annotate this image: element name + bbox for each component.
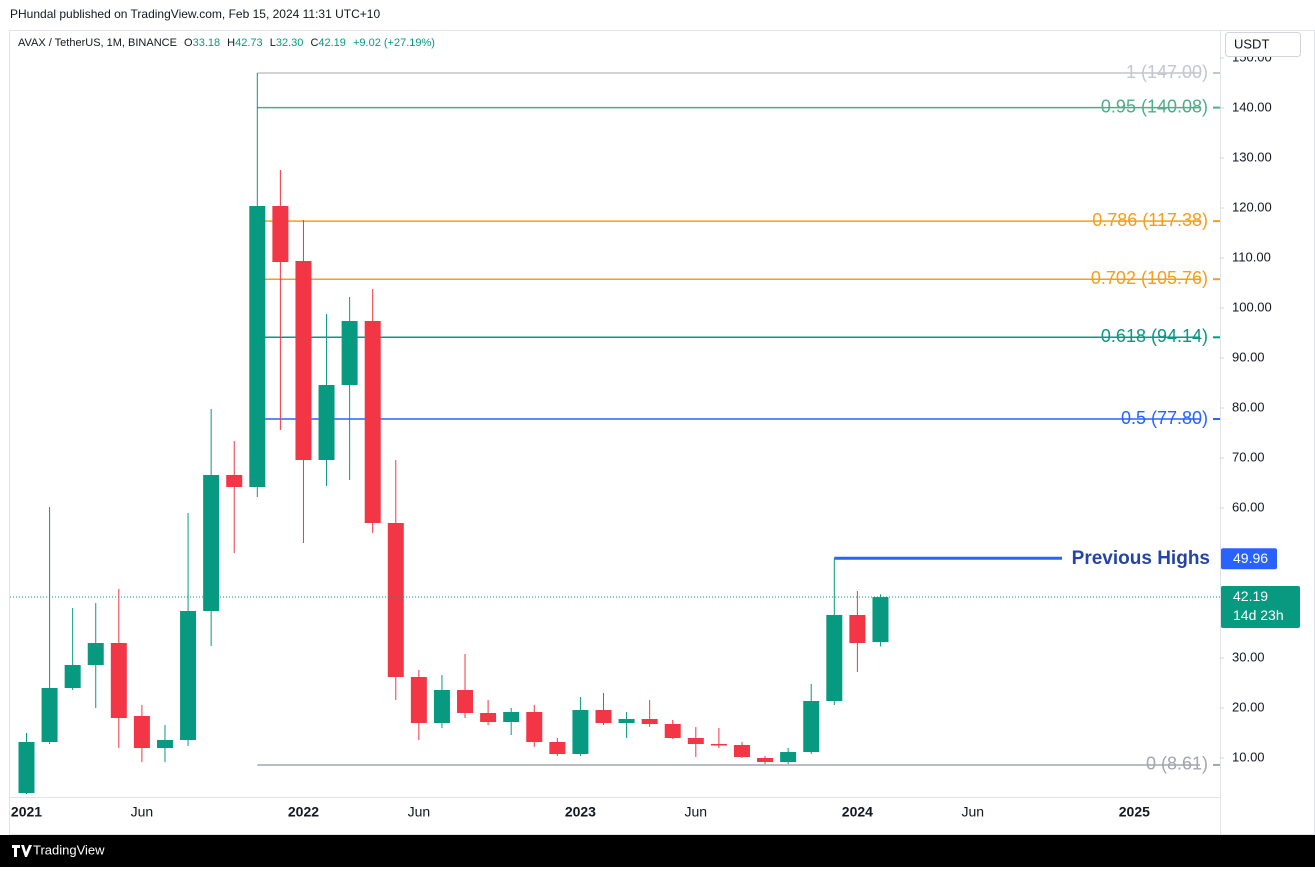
logo	[12, 845, 32, 857]
x-tick-label: 2021	[11, 804, 42, 820]
x-tick-label: Jun	[961, 804, 984, 820]
candle-body	[757, 758, 774, 762]
fib-label: 0.702 (105.76)	[1091, 268, 1208, 288]
previous-highs-text: Previous Highs	[1072, 548, 1210, 569]
candle-body	[18, 742, 35, 793]
y-tick-label: 120.00	[1232, 199, 1272, 214]
y-tick-label: 70.00	[1232, 449, 1265, 464]
candle-body	[480, 713, 497, 722]
y-tick-label: 80.00	[1232, 399, 1265, 414]
candle-body	[318, 385, 335, 460]
candle-body	[641, 719, 658, 724]
candle-body	[664, 724, 681, 738]
x-tick-label: 2025	[1119, 804, 1150, 820]
field: O	[184, 37, 193, 49]
candle-body	[457, 690, 474, 713]
field-value: 33.18	[193, 37, 221, 49]
x-tick-label: 2022	[288, 804, 319, 820]
candle-body	[710, 744, 727, 746]
publisher-line: PHundal published on TradingView.com, Fe…	[10, 7, 380, 21]
candle-body	[572, 710, 589, 754]
currency-button[interactable]	[1225, 32, 1301, 57]
previous-highs-price-box	[1221, 548, 1277, 570]
candle-body	[203, 475, 220, 611]
candle-body	[295, 261, 312, 460]
fib-label: 0.618 (94.14)	[1101, 326, 1208, 346]
candle-body	[733, 745, 750, 757]
currency: USDT	[1234, 36, 1269, 51]
footer-bar	[0, 835, 1315, 867]
candle-body	[433, 690, 450, 723]
candle-body	[364, 321, 381, 523]
current-price-label: 42.19	[1233, 588, 1268, 604]
candle-body	[87, 643, 104, 665]
candle-body	[387, 523, 404, 677]
y-tick-label: 20.00	[1232, 699, 1265, 714]
candle-body	[180, 611, 197, 740]
candle-body	[826, 615, 843, 701]
candle-body	[110, 643, 127, 718]
candle-body	[618, 719, 635, 723]
fib-label: 0.5 (77.80)	[1121, 408, 1208, 428]
candle-body	[249, 206, 266, 487]
candle-body	[156, 740, 173, 748]
field-value: 42.19	[318, 37, 346, 49]
candle-body	[595, 710, 612, 723]
candle-body	[64, 665, 81, 688]
fib-label: 0 (8.61)	[1146, 754, 1208, 774]
candle-body	[272, 206, 289, 262]
candle-body	[872, 597, 889, 643]
plot: 10.0020.0030.0040.0050.0060.0070.0080.00…	[10, 49, 1300, 820]
previous-highs-price: 49.96	[1233, 550, 1268, 566]
candle-body	[803, 701, 820, 752]
y-tick-label: 10.00	[1232, 749, 1265, 764]
candle-body	[133, 716, 150, 748]
candle-body	[687, 738, 704, 744]
y-tick-label: 100.00	[1232, 299, 1272, 314]
candle-body	[780, 752, 797, 762]
field: H	[227, 37, 235, 49]
field-value: 42.73	[235, 37, 263, 49]
y-tick-label: 90.00	[1232, 349, 1265, 364]
y-tick-label: 110.00	[1232, 249, 1271, 264]
candle-body	[41, 688, 58, 742]
footer-brand: TradingView	[33, 842, 105, 857]
current-price-box	[1221, 586, 1300, 629]
y-tick-label: 130.00	[1232, 149, 1272, 164]
fib-label: 1 (147.00)	[1126, 62, 1208, 82]
field: C	[310, 37, 318, 49]
field-value: 32.30	[276, 37, 304, 49]
fib-label: 0.95 (140.08)	[1101, 96, 1208, 116]
y-tick-label: 30.00	[1232, 649, 1265, 664]
x-tick-label: Jun	[685, 804, 708, 820]
x-tick-label: 2024	[842, 804, 873, 820]
x-tick-label: Jun	[131, 804, 154, 820]
countdown: 14d 23h	[1233, 607, 1284, 623]
fib-label: 0.786 (117.38)	[1092, 210, 1208, 230]
candle-body	[341, 321, 358, 385]
y-tick-label: 60.00	[1232, 499, 1265, 514]
candle-body	[226, 475, 243, 487]
candle-body	[503, 712, 520, 722]
x-tick-label: Jun	[408, 804, 431, 820]
x-tick-label: 2023	[565, 804, 596, 820]
symbol: AVAX / TetherUS, 1M, BINANCE	[18, 37, 177, 49]
candle-body	[526, 712, 543, 742]
candle-body	[549, 742, 566, 754]
y-tick-label: 140.00	[1232, 99, 1272, 114]
candle-body	[410, 677, 427, 723]
change: +9.02 (+27.19%)	[353, 37, 435, 49]
candle-body	[849, 615, 866, 643]
field: L	[270, 37, 276, 49]
legend: AVAX / TetherUS, 1M, BINANCE O33.18 H42.…	[18, 37, 435, 49]
